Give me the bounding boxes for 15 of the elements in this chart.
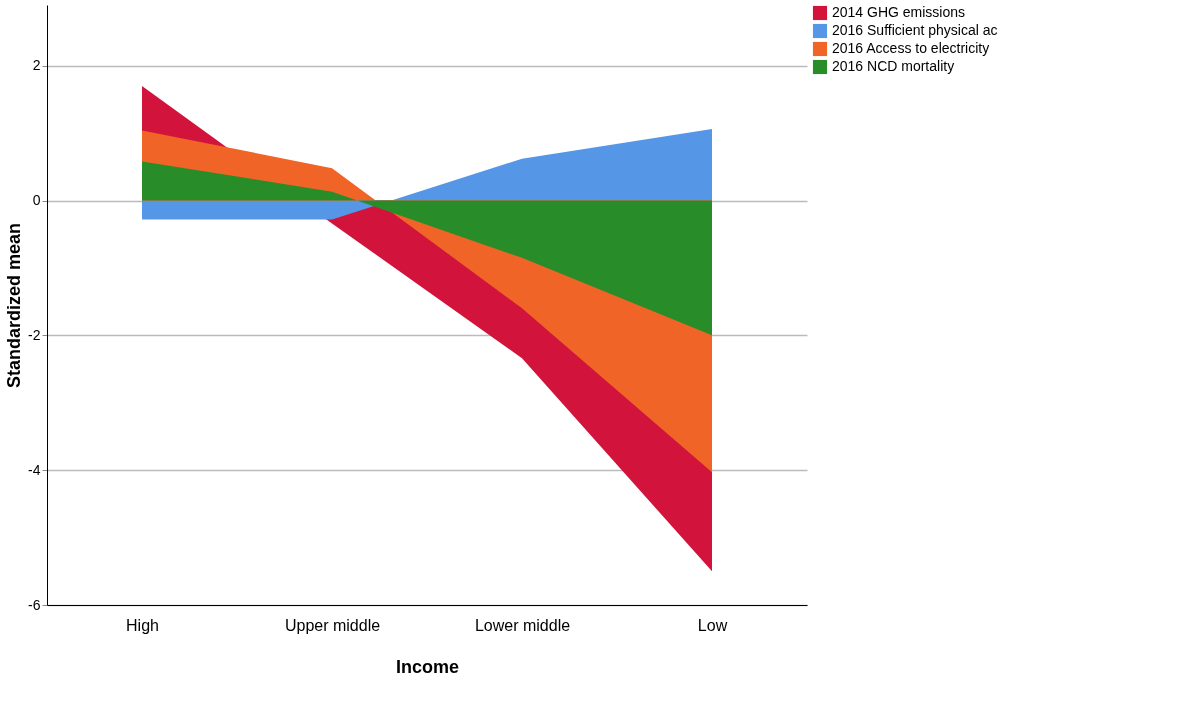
x-tick-label: Upper middle [284, 616, 381, 634]
y-tick-label: 0 [32, 192, 41, 209]
legend-label: 2016 NCD mortality [832, 58, 955, 74]
x-tick-label: Low [697, 616, 728, 634]
y-tick-label: 2 [32, 57, 41, 74]
x-tick-label: High [126, 616, 159, 634]
legend-label: 2016 Access to electricity [832, 40, 990, 56]
x-axis-title: Income [395, 656, 460, 677]
legend-label: 2014 GHG emissions [832, 4, 966, 20]
y-tick-label: -4 [28, 461, 41, 478]
y-tick-label: -6 [28, 596, 41, 613]
y-tick-label: -2 [28, 326, 41, 343]
legend-label: 2016 Sufficient physical ac [832, 22, 998, 38]
x-tick-label: Lower middle [474, 616, 571, 634]
y-axis-title: Standardized mean [4, 222, 25, 389]
